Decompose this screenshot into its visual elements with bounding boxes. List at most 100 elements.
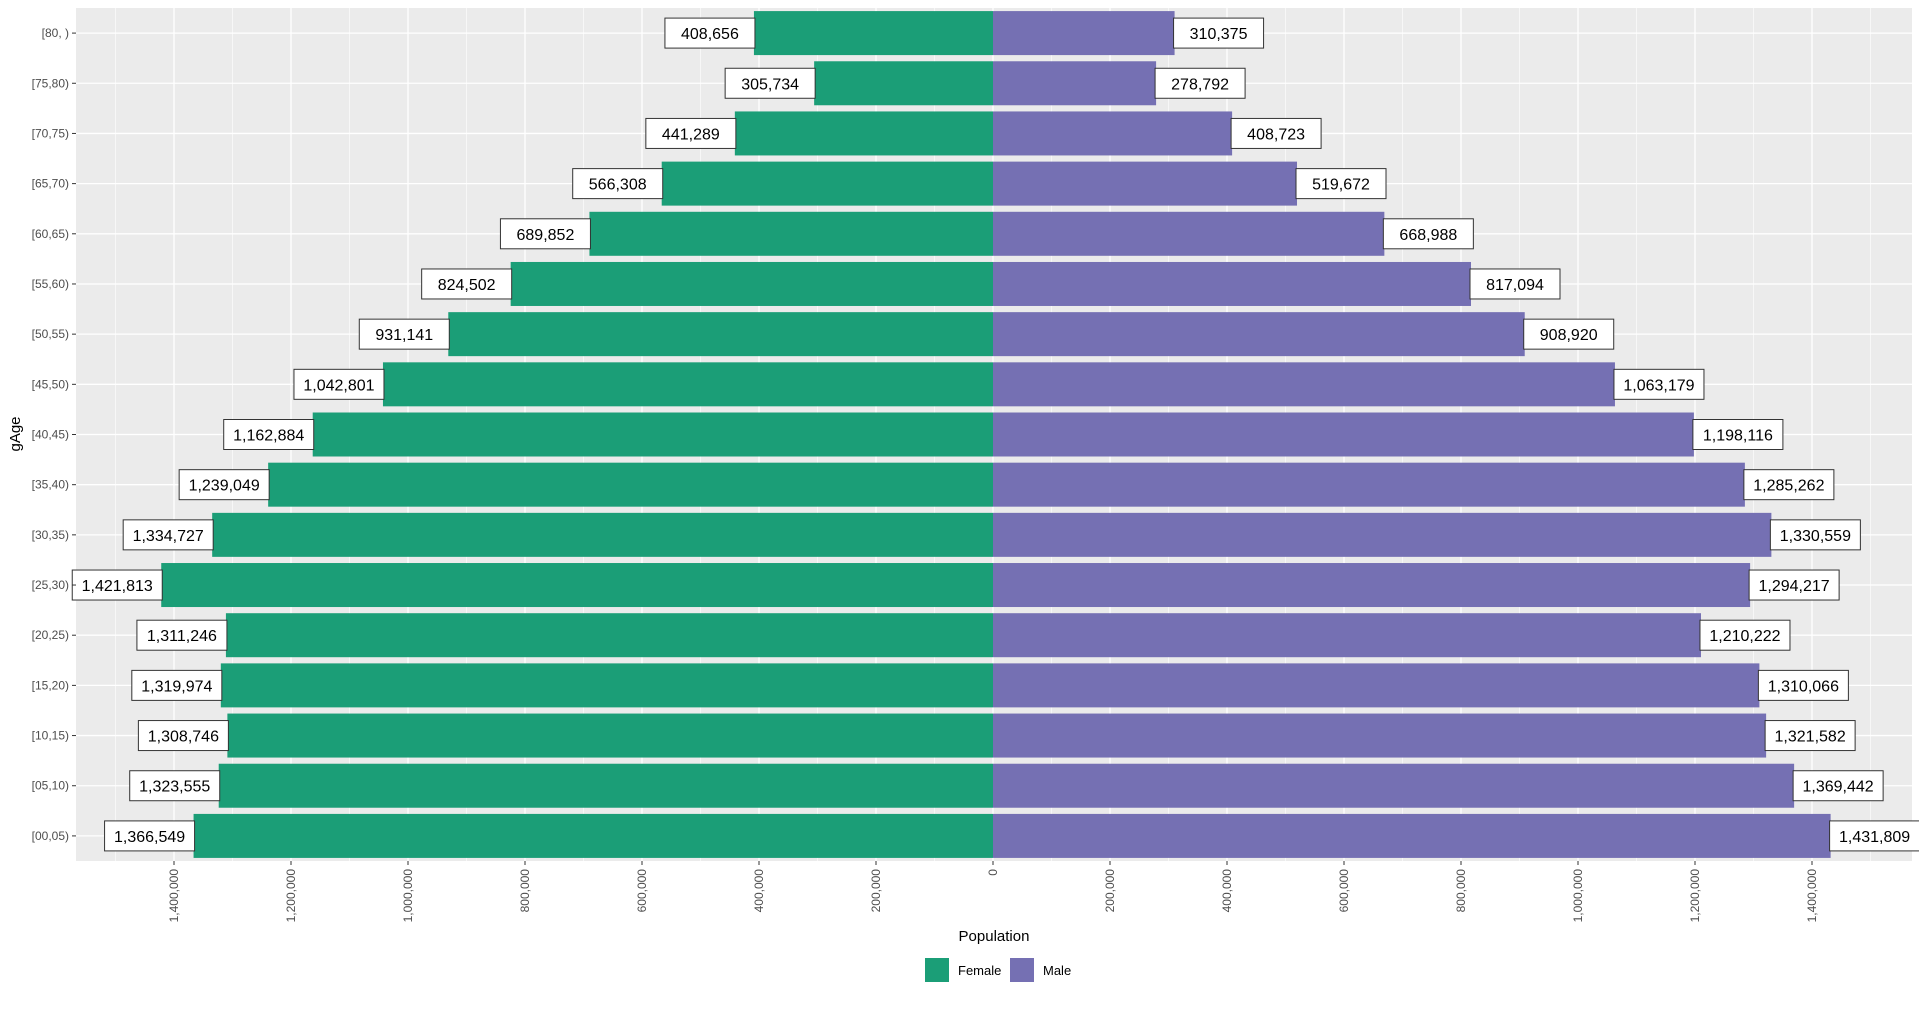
- female-data-label: 1,323,555: [129, 770, 221, 802]
- female-data-label: 1,366,549: [104, 820, 196, 852]
- x-tick-label: 1,200,000: [1688, 869, 1702, 923]
- data-label-box: [1769, 519, 1861, 551]
- y-tick-label: [45,50): [32, 377, 69, 391]
- x-tick-label: 1,400,000: [167, 869, 181, 923]
- y-axis-title: gAge: [7, 416, 24, 451]
- y-tick-label: [35,40): [32, 478, 69, 492]
- y-tick-label: [15,20): [32, 678, 69, 692]
- female-bar: [661, 161, 993, 206]
- bars: [161, 11, 1831, 858]
- data-label-box: [136, 619, 228, 651]
- data-label-box: [1469, 268, 1561, 300]
- data-label-text: 1,323,555: [139, 779, 210, 796]
- male-bar: [993, 111, 1233, 156]
- female-data-label: 566,308: [572, 168, 664, 200]
- legend-swatch: [925, 958, 949, 982]
- y-tick-label: [25,30): [32, 578, 69, 592]
- x-tick-label: 1,000,000: [401, 869, 415, 923]
- data-label-text: 1,162,884: [233, 428, 304, 445]
- male-bar: [993, 813, 1831, 858]
- x-tick-label: 1,400,000: [1805, 869, 1819, 923]
- female-bar: [382, 362, 993, 407]
- data-label-text: 931,141: [375, 327, 433, 344]
- y-tick-label: [30,35): [32, 528, 69, 542]
- data-label-text: 817,094: [1486, 277, 1544, 294]
- male-bar: [993, 61, 1157, 106]
- y-tick-label: [00,05): [32, 829, 69, 843]
- x-axis-title: Population: [959, 928, 1030, 945]
- female-bar: [225, 613, 994, 658]
- data-label-box: [572, 168, 664, 200]
- y-tick-label: [40,45): [32, 428, 69, 442]
- data-label-box: [1764, 720, 1856, 752]
- y-tick-label: [55,60): [32, 277, 69, 291]
- data-label-box: [71, 569, 163, 601]
- data-label-text: 441,289: [662, 126, 720, 143]
- data-label-box: [104, 820, 196, 852]
- data-label-text: 1,063,179: [1623, 377, 1694, 394]
- male-bar: [993, 362, 1615, 407]
- legend-label: Female: [958, 963, 1001, 978]
- data-label-box: [1748, 569, 1840, 601]
- female-bar: [312, 412, 993, 457]
- y-tick-label: [50,55): [32, 327, 69, 341]
- x-tick-label: 200,000: [1103, 869, 1117, 913]
- legend-swatch: [1010, 958, 1034, 982]
- data-label-text: 278,792: [1171, 76, 1229, 93]
- female-data-label: 1,334,727: [122, 519, 214, 551]
- data-label-text: 1,294,217: [1759, 578, 1830, 595]
- male-data-label: 1,330,559: [1769, 519, 1861, 551]
- data-label-text: 689,852: [517, 227, 575, 244]
- data-label-text: 908,920: [1540, 327, 1598, 344]
- male-data-label: 1,294,217: [1748, 569, 1840, 601]
- data-label-text: 1,321,582: [1775, 729, 1846, 746]
- male-bar: [993, 11, 1175, 56]
- y-tick-label: [65,70): [32, 177, 69, 191]
- data-label-box: [1382, 218, 1474, 250]
- data-label-text: 305,734: [741, 76, 799, 93]
- data-label-text: 668,988: [1399, 227, 1457, 244]
- female-data-label: 1,421,813: [71, 569, 163, 601]
- female-data-label: 689,852: [499, 218, 591, 250]
- x-tick-label: 0: [986, 869, 1000, 876]
- female-bar: [510, 261, 993, 306]
- y-tick-label: [10,15): [32, 729, 69, 743]
- data-label-text: 408,723: [1247, 126, 1305, 143]
- data-label-box: [1829, 820, 1919, 852]
- data-label-text: 310,375: [1190, 26, 1248, 43]
- male-bar: [993, 161, 1298, 206]
- male-data-label: 1,369,442: [1792, 770, 1884, 802]
- data-label-box: [1230, 117, 1322, 149]
- male-bar: [993, 713, 1767, 758]
- data-label-box: [645, 117, 737, 149]
- female-bar: [268, 462, 993, 507]
- x-tick-label: 1,200,000: [284, 869, 298, 923]
- female-data-label: 1,311,246: [136, 619, 228, 651]
- female-data-label: 1,319,974: [131, 669, 223, 701]
- data-label-text: 1,334,727: [133, 528, 204, 545]
- male-data-label: 408,723: [1230, 117, 1322, 149]
- data-label-text: 408,656: [681, 26, 739, 43]
- male-data-label: 1,210,222: [1699, 619, 1791, 651]
- data-label-text: 1,366,549: [114, 829, 185, 846]
- female-data-label: 305,734: [724, 67, 816, 99]
- data-label-text: 1,210,222: [1709, 628, 1780, 645]
- data-label-text: 1,319,974: [141, 678, 212, 695]
- data-label-box: [1613, 368, 1705, 400]
- y-tick-label: [70,75): [32, 126, 69, 140]
- female-data-label: 1,308,746: [137, 720, 229, 752]
- data-label-text: 1,239,049: [189, 478, 260, 495]
- male-bar: [993, 211, 1385, 256]
- data-label-text: 1,369,442: [1803, 779, 1874, 796]
- female-bar: [161, 563, 994, 608]
- y-tick-label: [20,25): [32, 628, 69, 642]
- legend-item-male: Male: [1010, 958, 1071, 982]
- data-label-box: [664, 17, 756, 49]
- data-label-box: [1295, 168, 1387, 200]
- x-tick-label: 1,000,000: [1571, 869, 1585, 923]
- female-bar: [193, 813, 993, 858]
- data-label-text: 519,672: [1312, 177, 1370, 194]
- female-bar: [220, 663, 994, 708]
- male-bar: [993, 412, 1694, 457]
- legend-item-female: Female: [925, 958, 1001, 982]
